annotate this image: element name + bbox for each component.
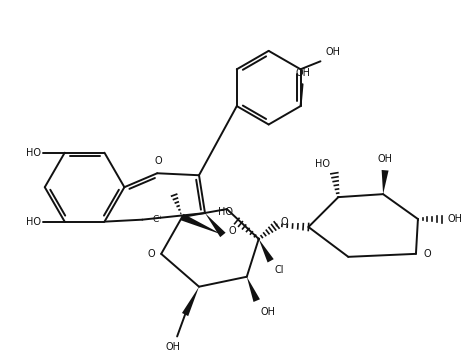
Text: OH: OH	[295, 68, 310, 78]
Text: HO: HO	[315, 159, 330, 169]
Text: C⁺: C⁺	[152, 215, 163, 224]
Text: HO: HO	[26, 148, 41, 158]
Text: O: O	[280, 217, 288, 227]
Text: OH: OH	[448, 214, 463, 224]
Text: O: O	[424, 249, 432, 259]
Text: OH: OH	[378, 154, 392, 164]
Polygon shape	[247, 277, 260, 302]
Text: O: O	[154, 156, 162, 166]
Polygon shape	[205, 213, 226, 237]
Text: O: O	[229, 226, 237, 236]
Text: HO: HO	[26, 217, 41, 226]
Polygon shape	[382, 170, 389, 194]
Text: HO: HO	[218, 207, 233, 217]
Polygon shape	[259, 239, 274, 262]
Polygon shape	[181, 214, 223, 235]
Text: OH: OH	[261, 307, 276, 317]
Text: OH: OH	[166, 343, 180, 353]
Text: OH: OH	[326, 47, 340, 57]
Polygon shape	[182, 287, 199, 316]
Text: O: O	[147, 249, 155, 259]
Text: Cl: Cl	[275, 265, 284, 275]
